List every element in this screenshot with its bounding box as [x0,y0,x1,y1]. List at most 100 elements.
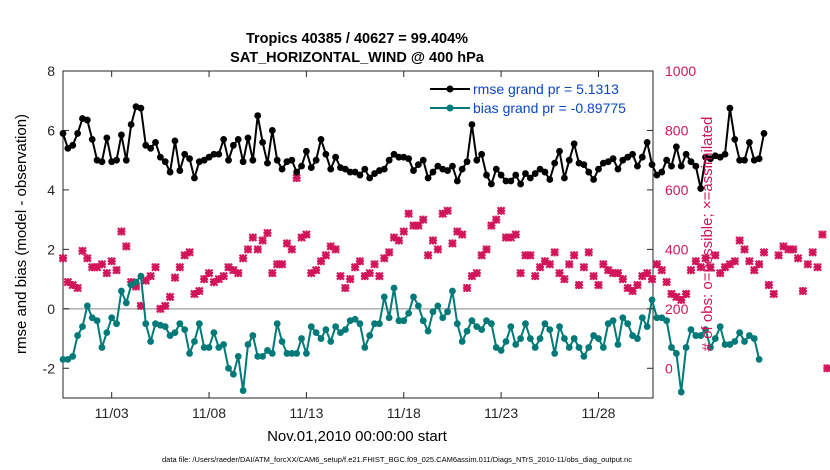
obs-count-point [73,283,82,293]
bias-point [264,347,271,354]
obs-count-point [365,268,374,278]
rmse-point [444,167,451,174]
obs-count-point [720,262,730,272]
x-tick-label: 11/03 [95,405,129,421]
bias-point [614,341,622,348]
rmse-point [239,158,247,166]
rmse-point [59,130,67,137]
obs-count-point [662,277,671,287]
bias-point [322,326,330,334]
bias-point [561,335,568,342]
obs-count-point [311,265,321,275]
x-tick-label: 11/23 [484,405,518,421]
bias-point [298,335,305,342]
rmse-point [390,150,398,158]
obs-count-point [83,254,92,263]
obs-count-point [769,289,779,299]
obs-count-point [691,256,701,266]
bias-point [453,320,461,328]
rmse-point [220,135,228,143]
obs-count-point [526,251,535,260]
bias-point [668,344,675,351]
obs-count-point [238,254,248,263]
obs-count-point [638,271,647,281]
bias-point [458,338,466,345]
bias-point [609,317,617,325]
obs-count-point [555,268,564,278]
obs-count-point [754,259,764,269]
obs-count-point [569,251,579,260]
rmse-point [366,174,374,182]
rmse-point [634,162,641,170]
obs-count-point [633,280,642,290]
y-right-tick-label: 200 [665,301,689,317]
rmse-point [463,158,471,166]
rmse-point [585,168,593,176]
bias-point [312,329,320,336]
bias-point [376,320,383,328]
bias-point [741,338,748,345]
bias-point [716,323,724,331]
obs-count-point [564,259,574,269]
obs-count-point [131,282,141,291]
bias-point [595,335,602,342]
bias-point [229,370,237,378]
obs-count-point [647,274,657,284]
rmse-point [424,174,432,182]
bias-point [195,320,203,328]
bias-point [254,352,262,360]
rmse-point [653,171,661,179]
rmse-point [726,104,734,112]
bias-point [565,344,573,351]
rmse-point [288,156,296,164]
bias-point [736,329,744,336]
bias-point [259,352,266,360]
rmse-point [298,162,305,170]
bias-point [585,344,593,351]
rmse-point [755,155,763,163]
rmse-point [414,161,422,169]
obs-count-point [360,271,370,281]
obs-count-point [608,268,618,278]
y-tick-label: 2 [47,241,55,257]
obs-count-point [530,271,540,281]
obs-count-point [306,268,316,278]
plot-frame [62,70,654,399]
bias-point [463,327,471,335]
obs-count-point [613,268,623,278]
obs-count-point [350,262,360,272]
bias-point [531,344,539,351]
rmse-point [293,168,301,176]
rmse-point [716,153,724,161]
obs-count-point [808,248,817,257]
rmse-point [536,165,544,173]
obs-count-point [594,280,603,290]
obs-count-point [122,242,131,251]
obs-count-point [248,233,258,242]
rmse-point [663,156,671,164]
bias-point [118,287,125,295]
bias-point [697,332,705,339]
rmse-point [658,168,666,176]
obs-count-point [112,265,121,275]
obs-count-point [667,289,676,299]
rmse-point [361,165,369,173]
bias-point [526,335,534,342]
obs-count-point [803,259,813,269]
y-tick-label: 4 [47,182,55,198]
bias-point [161,323,169,331]
obs-count-point [448,239,457,248]
rmse-point [624,153,632,161]
obs-count-point [87,262,97,272]
obs-count-point [745,256,754,266]
obs-count-point [224,262,233,272]
obs-count-point [63,277,73,287]
bias-point [726,341,734,348]
bias-point [288,350,296,357]
obs-count-point [467,271,477,281]
rmse-point [687,158,695,166]
x-tick-label: 11/13 [289,405,323,421]
rmse-point [419,156,427,164]
bias-point [517,335,524,342]
obs-count-point [472,268,482,278]
